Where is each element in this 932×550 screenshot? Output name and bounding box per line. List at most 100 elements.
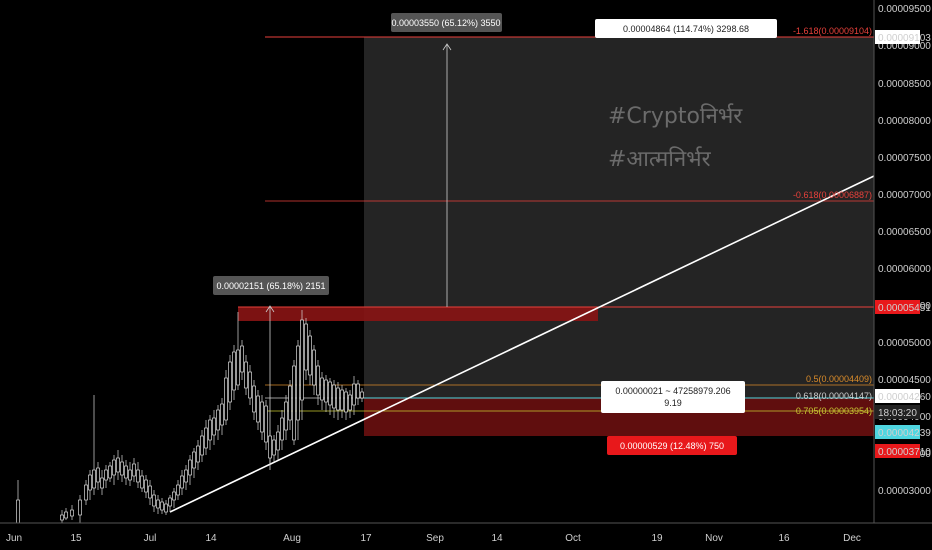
measure-box-top-right (595, 19, 777, 38)
candle-body (324, 379, 328, 403)
candle-body (104, 469, 108, 481)
candle-body (16, 499, 20, 524)
candle-body (108, 465, 112, 479)
candle-body (124, 465, 128, 479)
candle-body (320, 377, 324, 401)
measure-label-top-left: 0.00003550 (65.12%) 3550 (391, 18, 500, 28)
candle-body (232, 351, 236, 391)
fib-label: -0.618(0.00006887) (793, 190, 872, 200)
price-marker: 0.00004260 (875, 389, 931, 403)
candle-body (78, 499, 82, 516)
candle-body (328, 381, 332, 406)
y-tick-label: 0.00007500 (878, 153, 931, 164)
svg-text:0.00004260: 0.00004260 (878, 392, 931, 403)
watermark-atma: #आत्मनिर्भर (608, 146, 712, 172)
svg-text:0.00009103: 0.00009103 (878, 33, 931, 44)
measure-label-top-right: 0.00004864 (114.74%) 3298.68 (623, 24, 749, 34)
candle-body (60, 514, 64, 521)
candle-body (248, 371, 252, 399)
svg-text:0.00003710: 0.00003710 (878, 447, 931, 458)
x-tick-label: Nov (705, 533, 723, 544)
candle-body (272, 439, 276, 456)
candle-body (308, 335, 312, 376)
candle-body (176, 484, 180, 496)
x-tick-label: Sep (426, 533, 444, 544)
x-tick-label: Oct (565, 533, 581, 544)
candle-body (140, 475, 144, 489)
svg-text:0.00004239: 0.00004239 (878, 428, 931, 439)
measure-box-top-left (391, 13, 502, 32)
candle-body (260, 401, 264, 433)
candle-body (332, 384, 336, 409)
y-tick-label: 0.00004500 (878, 375, 931, 386)
candle-body (216, 409, 220, 431)
y-axis[interactable]: 0.00009500 0.00009000 0.00008500 0.00008000… (878, 4, 931, 497)
candle-body (156, 499, 160, 509)
candle-body (220, 403, 224, 426)
candle-body (356, 383, 360, 399)
candle-body (256, 395, 260, 423)
candle-body (300, 319, 304, 401)
y-tick-label: 0.00006000 (878, 264, 931, 275)
arrow-head (265, 305, 275, 313)
candle-body (188, 459, 192, 476)
candle-body (112, 459, 116, 476)
candle-body (336, 387, 340, 411)
candle-body (84, 484, 88, 501)
candle-body (88, 474, 92, 491)
candle-body (240, 345, 244, 373)
candle-body (116, 457, 120, 473)
x-tick-label: 14 (491, 533, 503, 544)
candle-body (144, 479, 148, 493)
candle-body (160, 501, 164, 511)
fib-label: 0.5(0.00004409) (806, 374, 872, 384)
x-tick-label: 16 (778, 533, 790, 544)
x-tick-label: 17 (360, 533, 372, 544)
price-marker: 0.00009103 (875, 30, 931, 44)
candle-body (280, 417, 284, 441)
candle-body (292, 365, 296, 441)
x-tick-label: 19 (651, 533, 663, 544)
target-zone (364, 37, 874, 398)
candle-body (152, 494, 156, 507)
price-marker: 0.00003710 (875, 444, 931, 458)
y-tick-label: 0.00009000 (878, 41, 931, 52)
x-tick-label: 15 (70, 533, 82, 544)
candle-body (64, 511, 68, 519)
trend-line[interactable] (169, 175, 875, 513)
candle-body (264, 405, 268, 443)
candle-body (136, 469, 140, 483)
y-tick-label: 0.00008500 (878, 79, 931, 90)
price-marker: 18:03:20 (875, 405, 920, 419)
candle-body (284, 401, 288, 431)
cursor-box (601, 381, 745, 413)
candle-body (352, 383, 356, 406)
x-tick-label: Jul (144, 533, 157, 544)
x-axis[interactable]: Jun 15 Jul 14 Aug 17 Sep 14 Oct 19 Nov 16 Dec (6, 533, 861, 544)
stop-label: 0.00000529 (12.48%) 750 (620, 441, 724, 451)
candle-body (296, 345, 300, 421)
candle-body (192, 451, 196, 469)
candle-body (180, 475, 184, 489)
y-tick-label: 0.00009500 (878, 4, 931, 15)
measure-box-mid (213, 276, 329, 295)
fib-label: 0.618(0.00004147) (796, 391, 872, 401)
candle-body (304, 323, 308, 371)
candle-body (208, 419, 212, 441)
x-tick-label: Dec (843, 533, 861, 544)
price-marker: 0.00005451 (875, 300, 931, 314)
candle-body (128, 469, 132, 481)
candle-body (268, 435, 272, 459)
candle-body (100, 477, 104, 489)
y-tick-label: 0.00008000 (878, 116, 931, 127)
candle-body (120, 461, 124, 476)
candle-body (168, 497, 172, 507)
candle-body (70, 509, 74, 517)
x-tick-label: Jun (6, 533, 22, 544)
y-tick-label: 0.00005000 (878, 338, 931, 349)
candle-body (340, 389, 344, 411)
candle-body (92, 469, 96, 489)
x-tick-label: Aug (283, 533, 301, 544)
arrow-head (442, 43, 452, 51)
